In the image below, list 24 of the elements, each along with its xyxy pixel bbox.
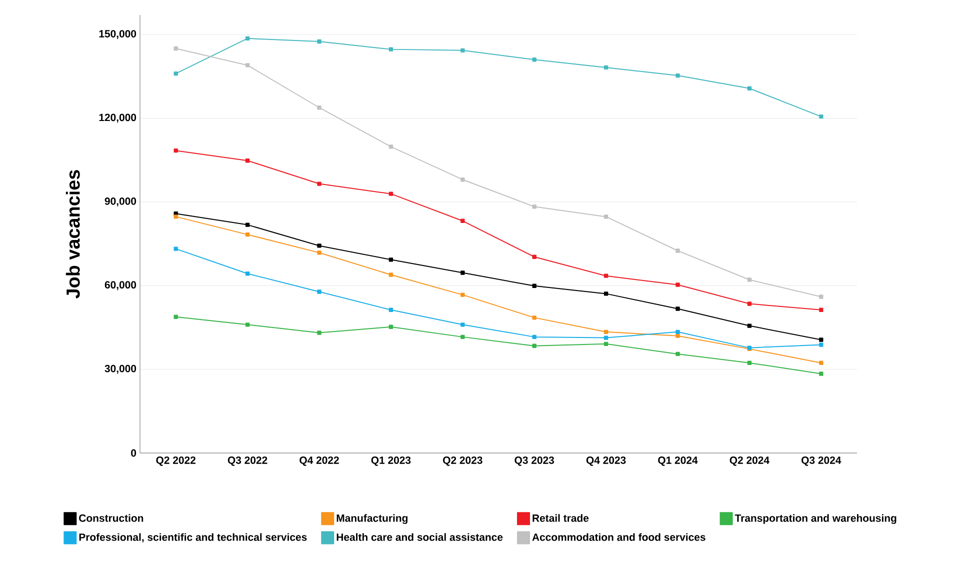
x-tick-label: Q2 2022 (156, 456, 196, 466)
x-tick-label: Q3 2022 (228, 456, 268, 466)
legend-label: Retail trade (532, 514, 589, 522)
legend-label: Health care and social assistance (336, 533, 503, 541)
x-tick-label: Q3 2024 (802, 456, 842, 466)
x-tick-label: Q2 2024 (730, 456, 770, 466)
legend-label: Transportation and warehousing (734, 514, 896, 524)
x-tick-label: Q3 2023 (514, 456, 554, 466)
legend-label: Professional, scientific and technical services (79, 533, 307, 542)
legend-label: Construction (79, 514, 144, 522)
legend-label: Manufacturing (336, 514, 408, 524)
y-tick-label: 0 (131, 449, 136, 457)
x-tick-label: Q4 2023 (586, 456, 626, 466)
y-tick-label: 120,000 (99, 114, 136, 123)
y-tick-label: 30,000 (104, 364, 136, 374)
legend-label: Accommodation and food services (532, 533, 706, 541)
y-tick-label: 150,000 (99, 30, 136, 39)
x-tick-label: Q1 2023 (371, 456, 411, 466)
x-tick-label: Q1 2024 (658, 456, 698, 466)
x-tick-label: Q2 2023 (443, 456, 482, 466)
x-tick-label: Q4 2022 (300, 456, 339, 466)
y-tick-label: 90,000 (104, 197, 136, 206)
y-tick-label: 60,000 (104, 281, 136, 290)
y-axis-title: Job vacancies (66, 170, 80, 298)
